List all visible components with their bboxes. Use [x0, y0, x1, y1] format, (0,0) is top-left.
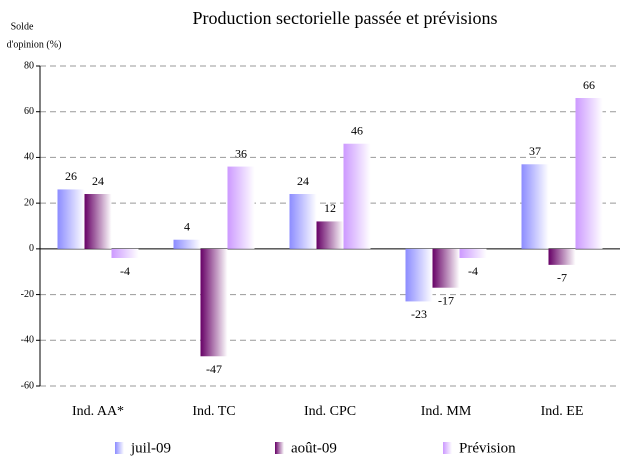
legend-swatch [275, 442, 284, 454]
bar [316, 221, 344, 249]
data-label: 24 [92, 174, 104, 188]
data-label: -4 [468, 264, 478, 278]
data-label: -23 [411, 307, 427, 321]
x-tick-label: Ind. EE [541, 404, 584, 419]
y-tick-label: 60 [24, 106, 34, 117]
data-label: 66 [583, 78, 595, 92]
data-label: 24 [297, 174, 309, 188]
bar [548, 248, 576, 265]
data-label: 36 [235, 146, 247, 160]
bar [432, 248, 460, 288]
data-label: 4 [184, 219, 190, 233]
legend-label: juil-09 [130, 440, 171, 456]
data-label: -17 [438, 293, 454, 307]
y-tick-label: -20 [21, 289, 34, 300]
y-tick-label: 0 [29, 243, 34, 254]
y-axis-label: d'opinion (%) [7, 39, 62, 50]
legend-swatch [443, 442, 452, 454]
data-label: 26 [65, 169, 77, 183]
data-label: -7 [557, 271, 567, 285]
bar [84, 194, 112, 249]
bar [173, 239, 201, 249]
y-tick-label: 20 [24, 197, 34, 208]
bar [289, 194, 317, 249]
data-label: 37 [529, 144, 541, 158]
bar [200, 248, 228, 357]
bar [575, 98, 603, 249]
x-tick-label: Ind. TC [192, 404, 235, 419]
data-label: -47 [206, 362, 222, 376]
data-label: -4 [120, 264, 130, 278]
y-axis-label: Solde [11, 21, 34, 32]
bar [343, 143, 371, 249]
chart-title: Production sectorielle passée et prévisi… [193, 8, 498, 28]
legend-label: août-09 [291, 440, 337, 456]
data-label: 12 [324, 201, 336, 215]
bar [111, 248, 139, 258]
bar [521, 164, 549, 249]
x-tick-label: Ind. MM [421, 404, 472, 419]
bar [405, 248, 433, 302]
x-tick-label: Ind. AA* [72, 404, 124, 419]
y-tick-label: -40 [21, 335, 34, 346]
x-tick-label: Ind. CPC [304, 404, 356, 419]
y-tick-label: 40 [24, 152, 34, 163]
bar [57, 189, 85, 249]
bar [227, 166, 255, 249]
legend-swatch [115, 442, 124, 454]
y-tick-label: 80 [24, 60, 34, 71]
bar [459, 248, 487, 258]
y-tick-label: -60 [21, 380, 34, 391]
legend-label: Prévision [459, 440, 516, 456]
data-label: 46 [351, 123, 363, 137]
